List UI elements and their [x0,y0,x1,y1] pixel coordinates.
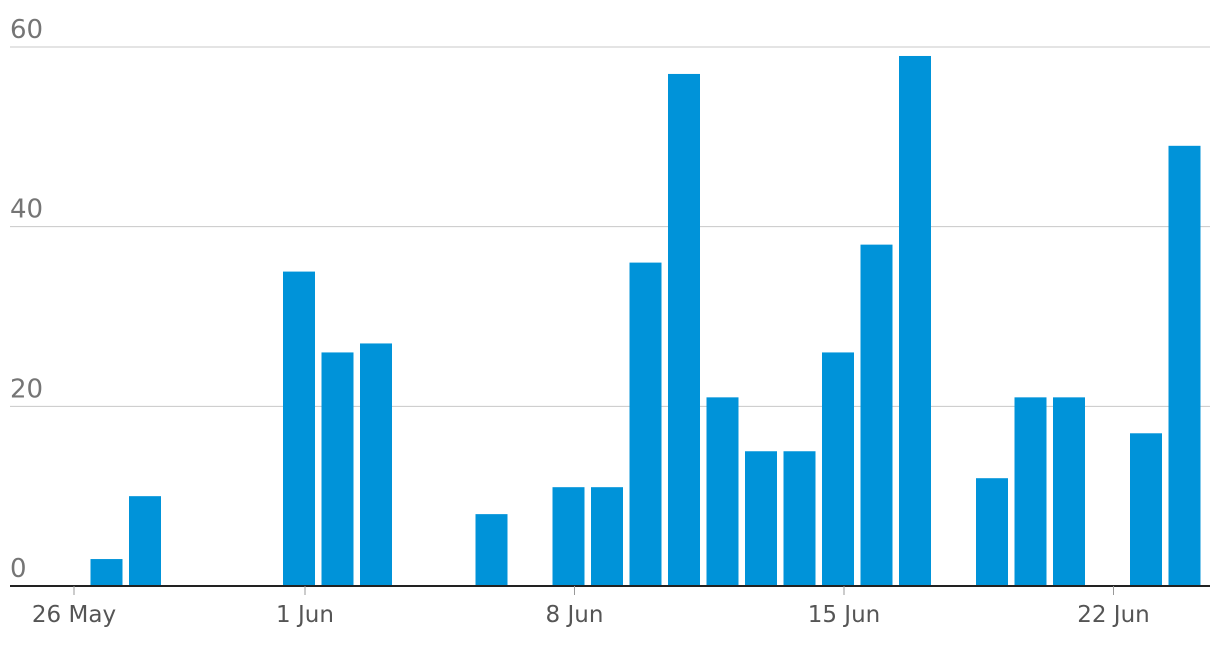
bar [899,55,931,586]
y-tick-label: 40 [10,195,43,225]
bar [783,451,816,586]
x-tick-label: 22 Jun [1077,602,1150,628]
bar [1014,397,1047,586]
x-tick-label: 15 Jun [808,602,881,628]
bar [1168,145,1201,587]
x-axis: 26 May 1 Jun 8 Jun 15 Jun 22 Jun [10,585,1210,628]
bar [706,397,739,586]
bar [1053,397,1085,586]
bar [822,352,854,586]
bar [1130,433,1162,586]
x-tick-label: 8 Jun [546,602,604,628]
bar [321,352,354,586]
x-tick-label: 1 Jun [276,602,334,628]
bar [860,244,893,586]
bar [90,559,123,586]
y-axis-ticks: 0 20 40 60 [10,15,43,584]
bar [129,496,161,586]
bar [976,478,1008,586]
bars [90,55,1201,587]
y-tick-label: 20 [10,374,43,404]
bar [629,262,662,586]
bar [283,271,315,586]
bar [475,514,508,586]
x-tick-label: 26 May [32,602,116,628]
y-tick-label: 0 [10,554,27,584]
bar [591,487,623,586]
y-tick-label: 60 [10,15,43,45]
gridlines [10,46,1210,407]
bar [360,343,392,586]
bar [552,487,585,586]
bar [668,73,700,586]
bar [745,451,777,586]
